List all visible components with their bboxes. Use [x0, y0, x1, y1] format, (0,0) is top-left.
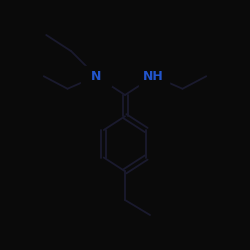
Bar	[139, 66, 169, 86]
Text: N: N	[91, 70, 102, 83]
Text: NH: NH	[144, 70, 164, 83]
Bar	[81, 66, 111, 86]
